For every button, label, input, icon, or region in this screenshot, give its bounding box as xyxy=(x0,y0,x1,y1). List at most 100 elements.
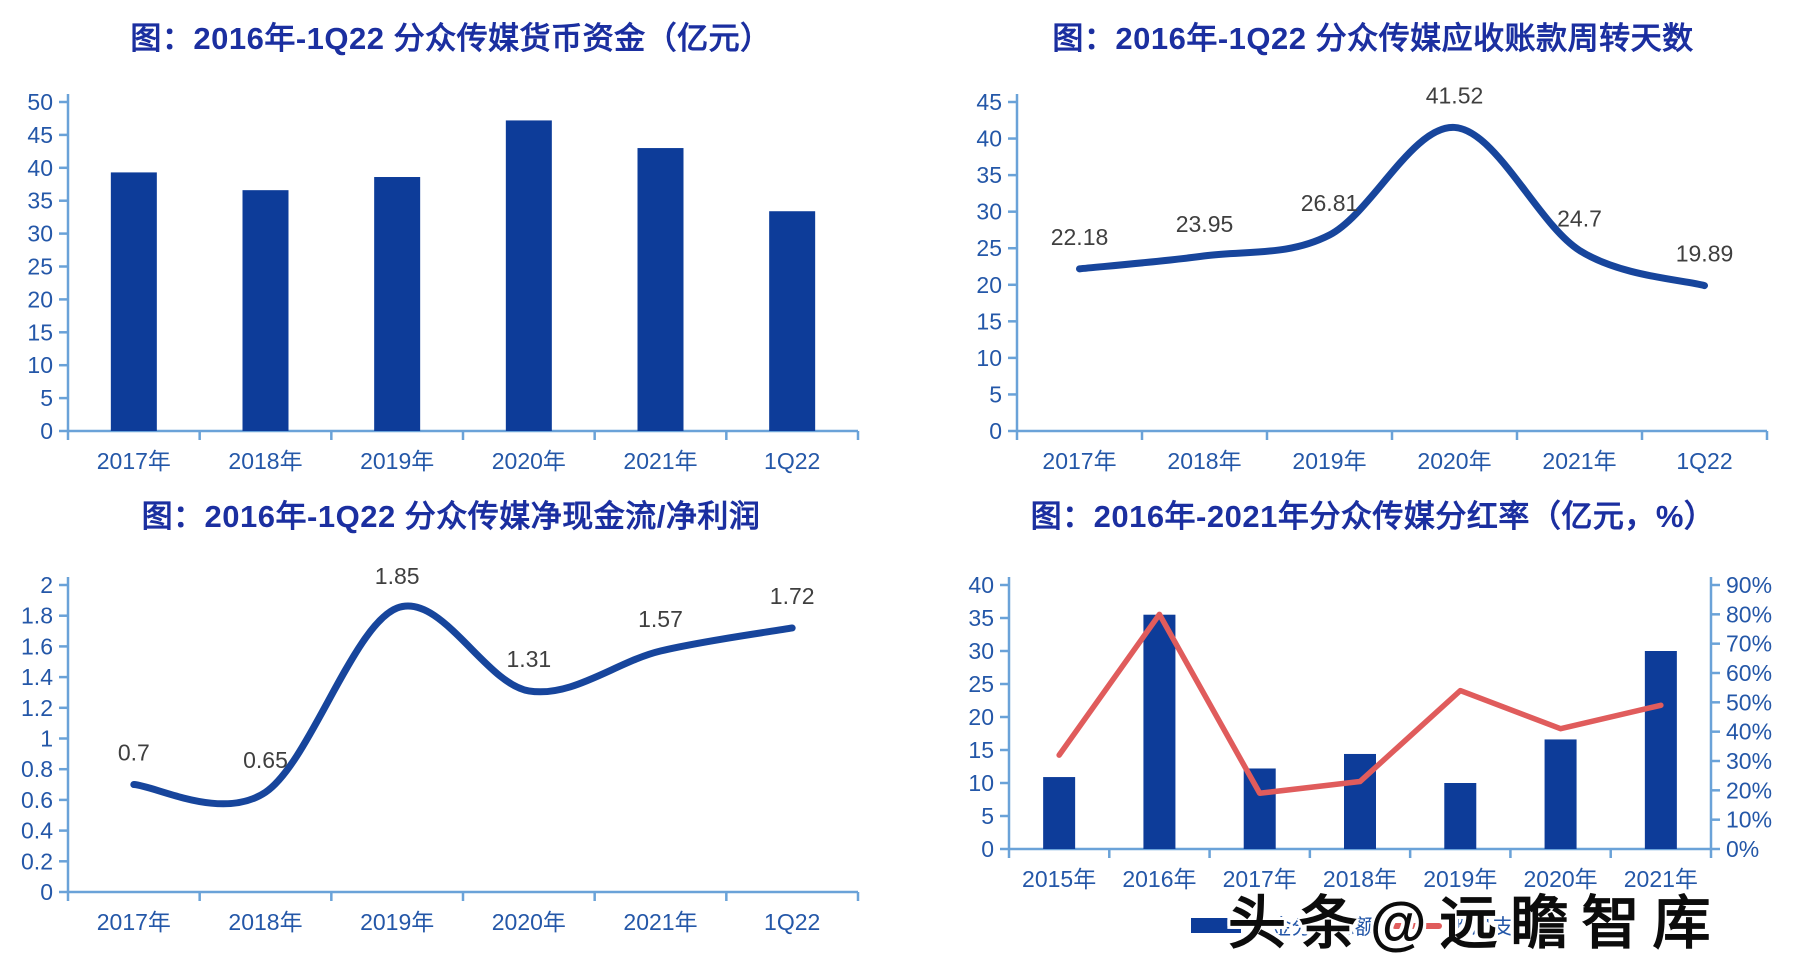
svg-text:2018年: 2018年 xyxy=(228,909,302,935)
line-chart-cashflow-ratio: 0 0.2 0.4 0.6 0.8 1 1.2 1.4 1.6 1.8 2 2017年 2018年 201… xyxy=(21,563,860,935)
svg-text:2018年: 2018年 xyxy=(1167,448,1241,474)
chart-card-cash-holdings: 图：2016年-1Q22 分众传媒货币资金（亿元） 0 5 10 15 20 25 30 35… xyxy=(8,6,894,486)
svg-text:35: 35 xyxy=(976,162,1002,188)
svg-text:0%: 0% xyxy=(1726,836,1759,862)
svg-text:2019年: 2019年 xyxy=(1292,448,1366,474)
svg-text:1.6: 1.6 xyxy=(21,633,53,659)
svg-text:0.6: 0.6 xyxy=(21,787,53,813)
svg-text:2017年: 2017年 xyxy=(97,909,171,935)
line-series-swatch xyxy=(1391,922,1442,929)
svg-text:25: 25 xyxy=(27,253,53,279)
svg-text:19.89: 19.89 xyxy=(1676,240,1734,266)
svg-text:2020年: 2020年 xyxy=(492,448,566,474)
svg-text:1.57: 1.57 xyxy=(638,606,683,632)
bar-series-swatch xyxy=(1190,918,1241,934)
svg-text:0: 0 xyxy=(981,836,994,862)
svg-text:23.95: 23.95 xyxy=(1176,211,1234,237)
svg-text:1: 1 xyxy=(40,725,53,751)
chart-title-dividend: 图：2016年-2021年分众传媒分红率（亿元，%） xyxy=(1030,499,1716,534)
svg-text:1Q22: 1Q22 xyxy=(1676,448,1732,474)
chart-card-receivable-days: 图：2016年-1Q22 分众传媒应收账款周转天数 0 5 10 15 20 25 30 35… xyxy=(943,6,1803,486)
combo-chart-dividend: 0 5 10 15 20 25 30 35 40 2015年 2016年 2017年 2018年 2019… xyxy=(968,572,1772,892)
svg-text:5: 5 xyxy=(989,381,1002,407)
legend-item-payout-ratio: 股息支付率 xyxy=(1391,911,1556,941)
chart-title-cash-holdings: 图：2016年-1Q22 分众传媒货币资金（亿元） xyxy=(130,21,772,56)
svg-text:20: 20 xyxy=(27,286,53,312)
svg-text:40: 40 xyxy=(27,155,53,181)
svg-text:15: 15 xyxy=(968,737,994,763)
svg-text:30%: 30% xyxy=(1726,748,1772,774)
svg-text:1.31: 1.31 xyxy=(506,646,551,672)
svg-text:50: 50 xyxy=(27,89,53,115)
chart-legend: 现金分红总额 股息支付率 xyxy=(943,911,1803,941)
svg-text:24.7: 24.7 xyxy=(1557,205,1602,231)
svg-text:26.81: 26.81 xyxy=(1301,190,1359,216)
svg-text:1.85: 1.85 xyxy=(375,563,420,589)
bar-chart-cash-holdings: 0 5 10 15 20 25 30 35 40 45 50 2017年 2018年 2019年 2020年… xyxy=(27,89,860,474)
svg-text:2017年: 2017年 xyxy=(97,448,171,474)
svg-text:2018年: 2018年 xyxy=(1323,866,1397,892)
chart-title-cashflow-ratio: 图：2016年-1Q22 分众传媒净现金流/净利润 xyxy=(141,499,761,534)
line-chart-receivable-days: 0 5 10 15 20 25 30 35 40 45 2017年 2018年 2019年 2020年 20… xyxy=(976,82,1769,474)
svg-text:2: 2 xyxy=(40,572,53,598)
svg-text:2021年: 2021年 xyxy=(1542,448,1616,474)
svg-text:20: 20 xyxy=(976,272,1002,298)
svg-text:40%: 40% xyxy=(1726,718,1772,744)
svg-text:0: 0 xyxy=(40,879,53,905)
svg-text:30: 30 xyxy=(27,220,53,246)
svg-text:2017年: 2017年 xyxy=(1042,448,1116,474)
svg-text:0.2: 0.2 xyxy=(21,848,53,874)
svg-text:22.18: 22.18 xyxy=(1051,224,1109,250)
svg-text:30: 30 xyxy=(976,198,1002,224)
watermark: 头条@远瞻智库 xyxy=(1228,891,1724,956)
svg-text:41.52: 41.52 xyxy=(1426,82,1484,108)
svg-text:10: 10 xyxy=(27,352,53,378)
svg-text:2017年: 2017年 xyxy=(1223,866,1297,892)
svg-text:2021年: 2021年 xyxy=(623,909,697,935)
svg-text:1.2: 1.2 xyxy=(21,695,53,721)
svg-text:0: 0 xyxy=(40,418,53,444)
svg-text:40: 40 xyxy=(976,125,1002,151)
chart-card-cashflow-ratio: 图：2016年-1Q22 分众传媒净现金流/净利润 0 0.2 0.4 0.6 0.8 1… xyxy=(8,468,894,944)
svg-text:2019年: 2019年 xyxy=(360,909,434,935)
svg-text:0.4: 0.4 xyxy=(21,817,53,843)
svg-text:0.7: 0.7 xyxy=(118,739,150,765)
svg-text:45: 45 xyxy=(976,89,1002,115)
svg-text:10%: 10% xyxy=(1726,806,1772,832)
svg-text:5: 5 xyxy=(981,803,994,829)
svg-text:1Q22: 1Q22 xyxy=(764,448,820,474)
chart-title-receivable-days: 图：2016年-1Q22 分众传媒应收账款周转天数 xyxy=(1052,21,1694,56)
svg-text:80%: 80% xyxy=(1726,601,1772,627)
svg-text:2021年: 2021年 xyxy=(623,448,697,474)
svg-text:2019年: 2019年 xyxy=(360,448,434,474)
svg-text:2018年: 2018年 xyxy=(228,448,302,474)
legend-item-cash-dividend: 现金分红总额 xyxy=(1190,911,1376,941)
svg-text:2020年: 2020年 xyxy=(492,909,566,935)
svg-text:1.4: 1.4 xyxy=(21,664,53,690)
legend-label-cash-dividend: 现金分红总额 xyxy=(1249,915,1376,939)
svg-text:45: 45 xyxy=(27,122,53,148)
svg-text:2020年: 2020年 xyxy=(1523,866,1597,892)
svg-text:70%: 70% xyxy=(1726,630,1772,656)
svg-text:20%: 20% xyxy=(1726,777,1772,803)
svg-text:15: 15 xyxy=(27,319,53,345)
svg-text:0.65: 0.65 xyxy=(243,747,288,773)
svg-text:35: 35 xyxy=(27,187,53,213)
svg-text:25: 25 xyxy=(968,671,994,697)
svg-text:2019年: 2019年 xyxy=(1423,866,1497,892)
svg-text:2016年: 2016年 xyxy=(1122,866,1196,892)
svg-text:10: 10 xyxy=(968,770,994,796)
svg-text:60%: 60% xyxy=(1726,660,1772,686)
svg-text:5: 5 xyxy=(40,385,53,411)
svg-text:2015年: 2015年 xyxy=(1022,866,1096,892)
svg-text:10: 10 xyxy=(976,345,1002,371)
svg-text:35: 35 xyxy=(968,605,994,631)
svg-text:0: 0 xyxy=(989,418,1002,444)
svg-text:2020年: 2020年 xyxy=(1417,448,1491,474)
svg-text:1.8: 1.8 xyxy=(21,602,53,628)
svg-text:30: 30 xyxy=(968,638,994,664)
svg-text:2021年: 2021年 xyxy=(1624,866,1698,892)
svg-text:40: 40 xyxy=(968,572,994,598)
svg-text:1.72: 1.72 xyxy=(770,583,815,609)
svg-text:90%: 90% xyxy=(1726,572,1772,598)
